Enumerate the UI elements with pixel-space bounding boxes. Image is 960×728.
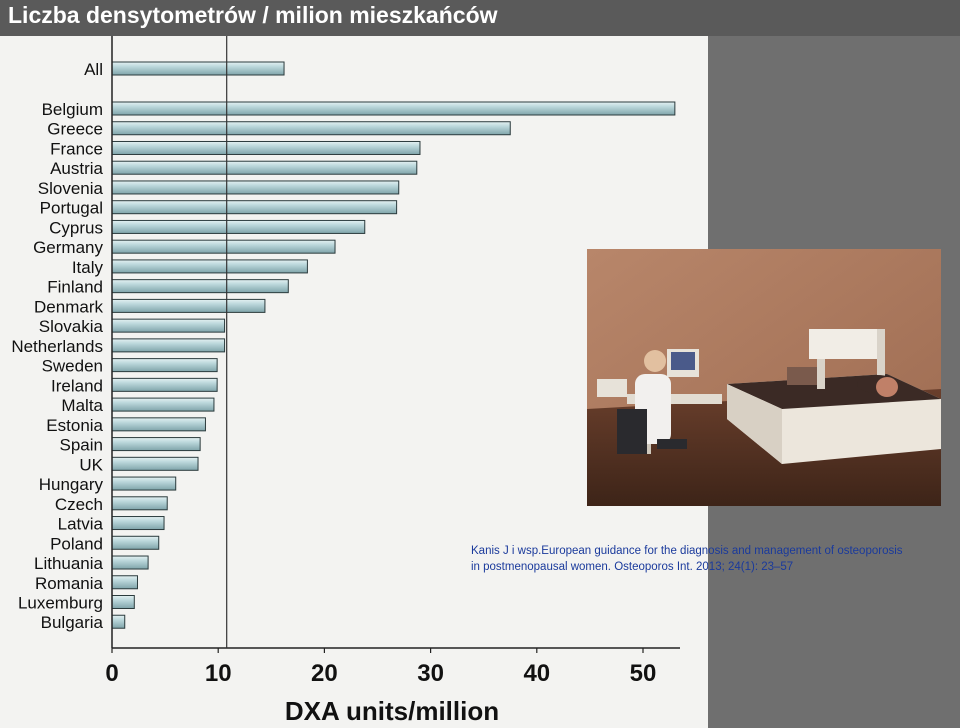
bar-sweden	[111, 358, 218, 373]
category-label: France	[50, 139, 103, 158]
category-label: Netherlands	[11, 337, 103, 356]
category-label: Belgium	[42, 100, 103, 119]
bar-latvia	[111, 516, 165, 531]
bar-uk	[111, 456, 199, 471]
category-label: Czech	[55, 495, 103, 514]
dxa-scanner-photo	[587, 249, 941, 506]
category-label: Germany	[33, 238, 103, 257]
x-tick-label: 20	[311, 660, 338, 687]
bar-chart: All BelgiumGreeceFranceAustriaSloveniaPor…	[11, 36, 680, 726]
category-label: All	[84, 60, 103, 79]
citation-line-2: in postmenopausal women. Osteoporos Int.…	[471, 561, 794, 573]
category-label: Bulgaria	[41, 613, 104, 632]
category-label: Italy	[72, 258, 104, 277]
bar-denmark	[111, 298, 266, 313]
category-label: Hungary	[39, 475, 104, 494]
bar-ireland	[111, 377, 218, 392]
citation-line-1: Kanis J i wsp.European guidance for the …	[471, 545, 903, 557]
bar-germany	[111, 239, 336, 254]
bar-poland	[111, 535, 160, 550]
category-label: Finland	[47, 278, 103, 297]
bar-france	[111, 140, 421, 155]
category-label: Poland	[50, 534, 103, 553]
bar-cyprus	[111, 219, 366, 234]
category-label: Greece	[47, 120, 103, 139]
bar-hungary	[111, 476, 177, 491]
category-label: UK	[79, 455, 103, 474]
bar-lithuania	[111, 555, 149, 570]
bar-luxemburg	[111, 595, 135, 609]
category-label: Lithuania	[34, 554, 104, 573]
citation: Kanis J i wsp.European guidance for the …	[471, 543, 960, 575]
x-tick-label: 0	[105, 660, 118, 687]
x-tick-label: 50	[630, 660, 657, 687]
category-label: Slovenia	[38, 179, 104, 198]
category-label: Portugal	[40, 199, 103, 218]
category-label: Estonia	[46, 416, 103, 435]
category-label: Ireland	[51, 376, 103, 395]
title-bar: Liczba densytometrów / milion mieszkańcó…	[0, 0, 960, 36]
x-axis-label: DXA units/million	[285, 696, 499, 726]
bar-spain	[111, 437, 201, 452]
category-label: Sweden	[42, 357, 103, 376]
bar-czech	[111, 496, 168, 511]
bar-slovakia	[111, 318, 226, 333]
bar-romania	[111, 575, 138, 590]
category-label: Denmark	[34, 297, 103, 316]
category-label: Spain	[60, 436, 103, 455]
category-label: Luxemburg	[18, 594, 103, 613]
bar-bulgaria	[111, 614, 126, 629]
category-label: Malta	[61, 396, 103, 415]
slide-title: Liczba densytometrów / milion mieszkańcó…	[8, 2, 498, 28]
category-label: Slovakia	[39, 317, 104, 336]
category-label: Latvia	[58, 515, 104, 534]
bar-italy	[111, 259, 308, 274]
bar-netherlands	[111, 338, 226, 353]
category-label: Cyprus	[49, 218, 103, 237]
bar-portugal	[111, 200, 398, 215]
bar-malta	[111, 397, 215, 412]
x-tick-label: 10	[205, 660, 232, 687]
bar-austria	[111, 160, 418, 175]
bar-greece	[111, 121, 511, 136]
x-tick-label: 40	[523, 660, 550, 687]
x-tick-label: 30	[417, 660, 444, 687]
category-label: Romania	[35, 574, 104, 593]
category-label: Austria	[50, 159, 103, 178]
bar-belgium	[111, 101, 676, 116]
bar-finland	[111, 279, 289, 294]
bar-estonia	[111, 417, 206, 432]
bar-all	[111, 61, 285, 76]
bar-slovenia	[111, 180, 400, 195]
